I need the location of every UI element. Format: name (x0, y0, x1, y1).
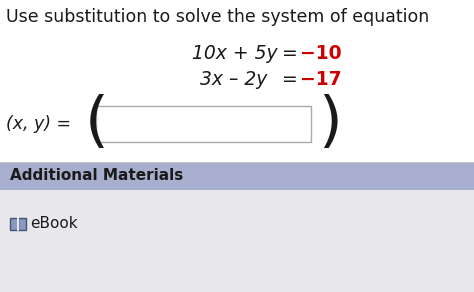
FancyBboxPatch shape (18, 218, 26, 230)
Text: (x, y) =: (x, y) = (6, 115, 76, 133)
FancyBboxPatch shape (96, 106, 311, 142)
FancyBboxPatch shape (0, 162, 474, 190)
Text: eBook: eBook (30, 216, 78, 232)
Text: ): ) (318, 95, 342, 154)
Text: Additional Materials: Additional Materials (10, 168, 183, 183)
Text: −17: −17 (300, 70, 342, 89)
Text: 3x – 2y: 3x – 2y (200, 70, 273, 89)
FancyBboxPatch shape (0, 190, 474, 292)
FancyBboxPatch shape (0, 0, 474, 162)
Text: (: ( (85, 95, 109, 154)
Text: 10x + 5y: 10x + 5y (192, 44, 283, 63)
Text: =: = (282, 70, 304, 89)
FancyBboxPatch shape (10, 218, 18, 230)
Text: −10: −10 (300, 44, 342, 63)
Text: =: = (282, 44, 304, 63)
Text: Use substitution to solve the system of equation: Use substitution to solve the system of … (6, 8, 429, 26)
